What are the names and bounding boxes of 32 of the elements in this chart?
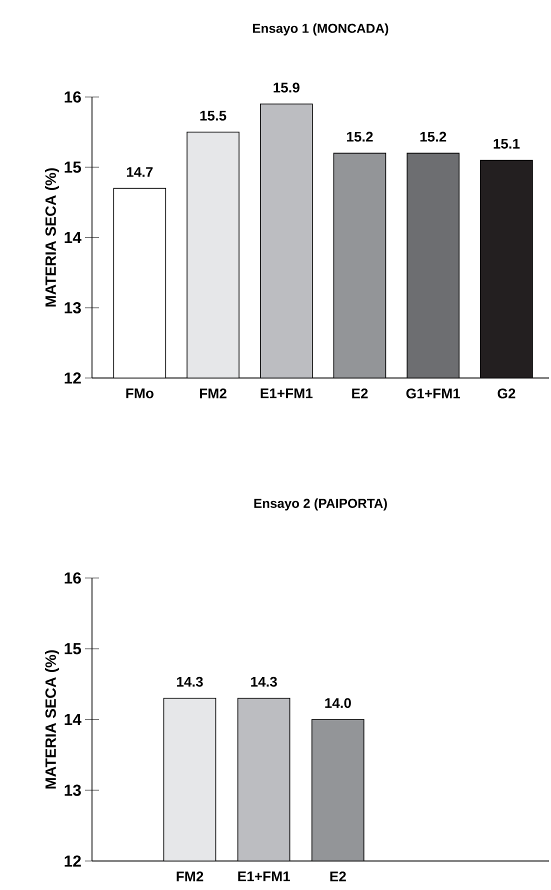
- x-tick-label: G2: [498, 388, 516, 398]
- data-label: 14.3: [251, 676, 277, 687]
- y-tick-label: 13: [64, 302, 81, 314]
- data-label: 15.2: [347, 132, 373, 142]
- y-tick-label: 12: [64, 372, 81, 384]
- y-tick-label: 14: [64, 714, 82, 725]
- chart-title: Ensayo 1 (MONCADA): [253, 23, 388, 36]
- y-axis-title: MATERIA SECA (%): [44, 650, 59, 789]
- x-tick-label: FMo: [126, 388, 154, 398]
- x-tick-label: FM2: [176, 872, 204, 882]
- x-tick-label: E2: [330, 872, 346, 882]
- data-label: 15.2: [420, 132, 446, 142]
- y-tick-label: 16: [64, 572, 81, 584]
- x-tick-label: FM2: [200, 388, 226, 398]
- data-label: 15.9: [274, 82, 300, 93]
- data-label: 15.5: [200, 110, 226, 121]
- x-tick-label: E1+FM1: [260, 388, 313, 398]
- y-tick-label: 12: [64, 855, 81, 867]
- y-tick-label: 16: [64, 91, 81, 103]
- y-axis-title: MATERIA SECA (%): [44, 168, 59, 307]
- x-tick-label: E2: [352, 388, 368, 398]
- data-label: 14.0: [325, 698, 351, 708]
- chart-title: Ensayo 2 (PAIPORTA): [254, 498, 387, 510]
- y-tick-label: 15: [64, 162, 82, 173]
- data-label: 14.7: [126, 167, 153, 177]
- data-label: 14.3: [177, 676, 203, 687]
- y-tick-label: 15: [64, 643, 82, 654]
- x-tick-label: G1+FM1: [406, 388, 460, 398]
- x-tick-label: E1+FM1: [238, 872, 290, 882]
- data-label: 15.1: [494, 138, 520, 149]
- y-tick-label: 13: [64, 784, 81, 796]
- y-tick-label: 14: [64, 232, 82, 243]
